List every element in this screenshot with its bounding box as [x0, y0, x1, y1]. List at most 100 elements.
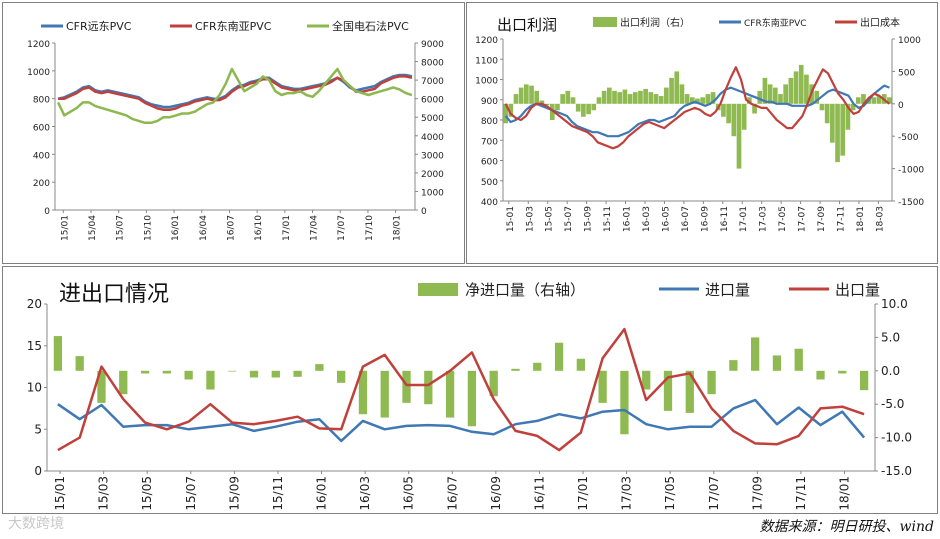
x-tick-label: 15-11: [603, 206, 613, 232]
bar-mark: [887, 97, 892, 104]
x-tick-label: 16/01: [171, 215, 181, 241]
x-tick-label: 15-05: [545, 206, 555, 232]
left-tick-label: 1200: [27, 40, 50, 50]
bar-mark: [824, 103, 830, 124]
legend-label-export-cost: 出口成本: [860, 16, 900, 29]
right-tick-label: 9000: [421, 40, 444, 50]
x-tick-label: 17/03: [620, 476, 634, 511]
right-tick-label: 0: [898, 101, 904, 111]
bar-mark: [695, 98, 700, 104]
x-tick-label: 15/07: [184, 476, 198, 511]
bar-mark: [798, 64, 804, 104]
chart-panel-import-export: 进出口情况 净进口量（右轴） 进口量 出口量 0 5 10 15 20 -15.0 -10.…: [2, 266, 938, 514]
right-tick-label: -1000: [898, 166, 924, 176]
x-tick-label: 17-07: [798, 206, 808, 232]
bar-mark: [876, 96, 882, 104]
bar-mark: [736, 103, 742, 169]
bar-mark: [249, 370, 259, 378]
right-tick-label: 8000: [421, 59, 444, 69]
bar-mark: [684, 94, 690, 104]
bar-mark: [97, 370, 106, 403]
x-tick-label: 16-03: [642, 206, 652, 232]
bar-mark: [751, 337, 760, 371]
chart-title: 进出口情况: [59, 282, 169, 307]
bar-mark: [315, 364, 324, 371]
bar-mark: [503, 103, 508, 124]
x-tick-label: 17/01: [576, 476, 590, 511]
left-tick-label: 200: [33, 179, 50, 189]
import-export-chart: 进出口情况 净进口量（右轴） 进口量 出口量 0 5 10 15 20 -15.0 -10.…: [27, 281, 912, 511]
x-tick-label: 16/04: [199, 215, 209, 241]
x-tick-label: 17-01: [739, 206, 749, 232]
x-tick-label: 16/10: [254, 215, 264, 241]
export-profit-chart: 出口利润 出口利润（右） CFR东南亚PVC 出口成本 400 500 600 700…: [475, 16, 924, 232]
legend: 出口利润（右） CFR东南亚PVC 出口成本: [593, 16, 900, 29]
right-tick-label: 5.0: [881, 330, 900, 344]
bar-mark: [855, 97, 861, 104]
bar-mark: [685, 370, 694, 413]
legend-label-export: 出口量: [835, 281, 880, 299]
x-tick-label: 16/11: [532, 476, 546, 511]
bar-mark: [859, 370, 869, 391]
bar-mark: [653, 94, 659, 104]
bar-mark: [184, 370, 193, 380]
legend-label-far-east: CFR远东PVC: [66, 20, 132, 33]
bar-mark: [804, 74, 809, 104]
x-tick-label: 16/07: [226, 215, 236, 241]
x-tick-label: 16-09: [700, 206, 710, 232]
bar-mark: [663, 370, 673, 411]
bar-mark: [783, 84, 789, 104]
x-tick-label: 18/01: [837, 476, 851, 511]
x-tick-label: 16/07: [445, 476, 459, 511]
bar-mark: [871, 97, 877, 104]
pvc-price-chart: CFR远东PVC CFR东南亚PVC 全国电石法PVC 0 200 400 600 80…: [27, 19, 444, 241]
line-series-1: [57, 398, 866, 443]
bar-mark: [772, 355, 782, 371]
x-tick-label: 16-11: [720, 206, 730, 232]
x-tick-label: 17/07: [707, 476, 721, 511]
bar-mark: [596, 97, 602, 104]
bar-mark: [620, 370, 629, 435]
right-tick-label: 10.0: [881, 297, 908, 311]
bar-mark: [788, 77, 794, 104]
bar-mark: [840, 103, 846, 156]
bar-mark: [228, 370, 237, 372]
left-tick-label: 900: [481, 97, 498, 107]
x-tick-label: 15/04: [88, 215, 98, 241]
x-tick-label: 15-01: [506, 206, 516, 232]
right-tick-label: 0: [421, 207, 427, 217]
plot-area: 0 200 400 600 800 1000 1200 0 1000 2000 3000 4000 50…: [27, 40, 444, 241]
bar-mark: [705, 94, 711, 104]
bar-mark: [850, 103, 856, 111]
x-tick-label: 17-03: [759, 206, 769, 232]
bar-mark: [729, 360, 738, 371]
bar-mark: [731, 103, 737, 137]
right-tick-label: 6000: [421, 96, 444, 106]
right-tick-label: -5.0: [881, 397, 904, 411]
legend: 净进口量（右轴） 进口量 出口量: [418, 281, 880, 299]
right-tick-label: 3000: [421, 151, 444, 161]
right-tick-label: 5000: [421, 114, 444, 124]
x-tick-label: 18-01: [856, 206, 866, 232]
bar-mark: [424, 370, 433, 405]
plot-area: 0 5 10 15 20 -15.0 -10.0 -5.0 0.0 5.0 10.0 15/01 15/…: [27, 297, 912, 511]
left-tick-label: 1200: [475, 36, 498, 46]
bar-mark: [539, 100, 545, 104]
bar-mark: [642, 370, 651, 390]
bar-mark: [819, 103, 825, 111]
bar-mark: [549, 103, 555, 120]
bar-mark: [710, 92, 716, 104]
bar-mark: [757, 90, 763, 104]
bar-mark: [445, 370, 455, 418]
bar-mark: [581, 103, 586, 117]
bar-mark: [140, 370, 150, 374]
x-tick-label: 16-07: [681, 206, 691, 232]
x-tick-label: 17/10: [365, 215, 375, 241]
x-tick-label: 17-11: [836, 206, 846, 232]
x-tick-label: 16-05: [661, 206, 671, 232]
right-tick-label: 0.0: [881, 364, 900, 378]
bar-mark: [467, 370, 477, 427]
right-tick-label: 1000: [898, 36, 921, 46]
bar-mark: [830, 103, 835, 143]
bar-mark: [337, 370, 346, 383]
